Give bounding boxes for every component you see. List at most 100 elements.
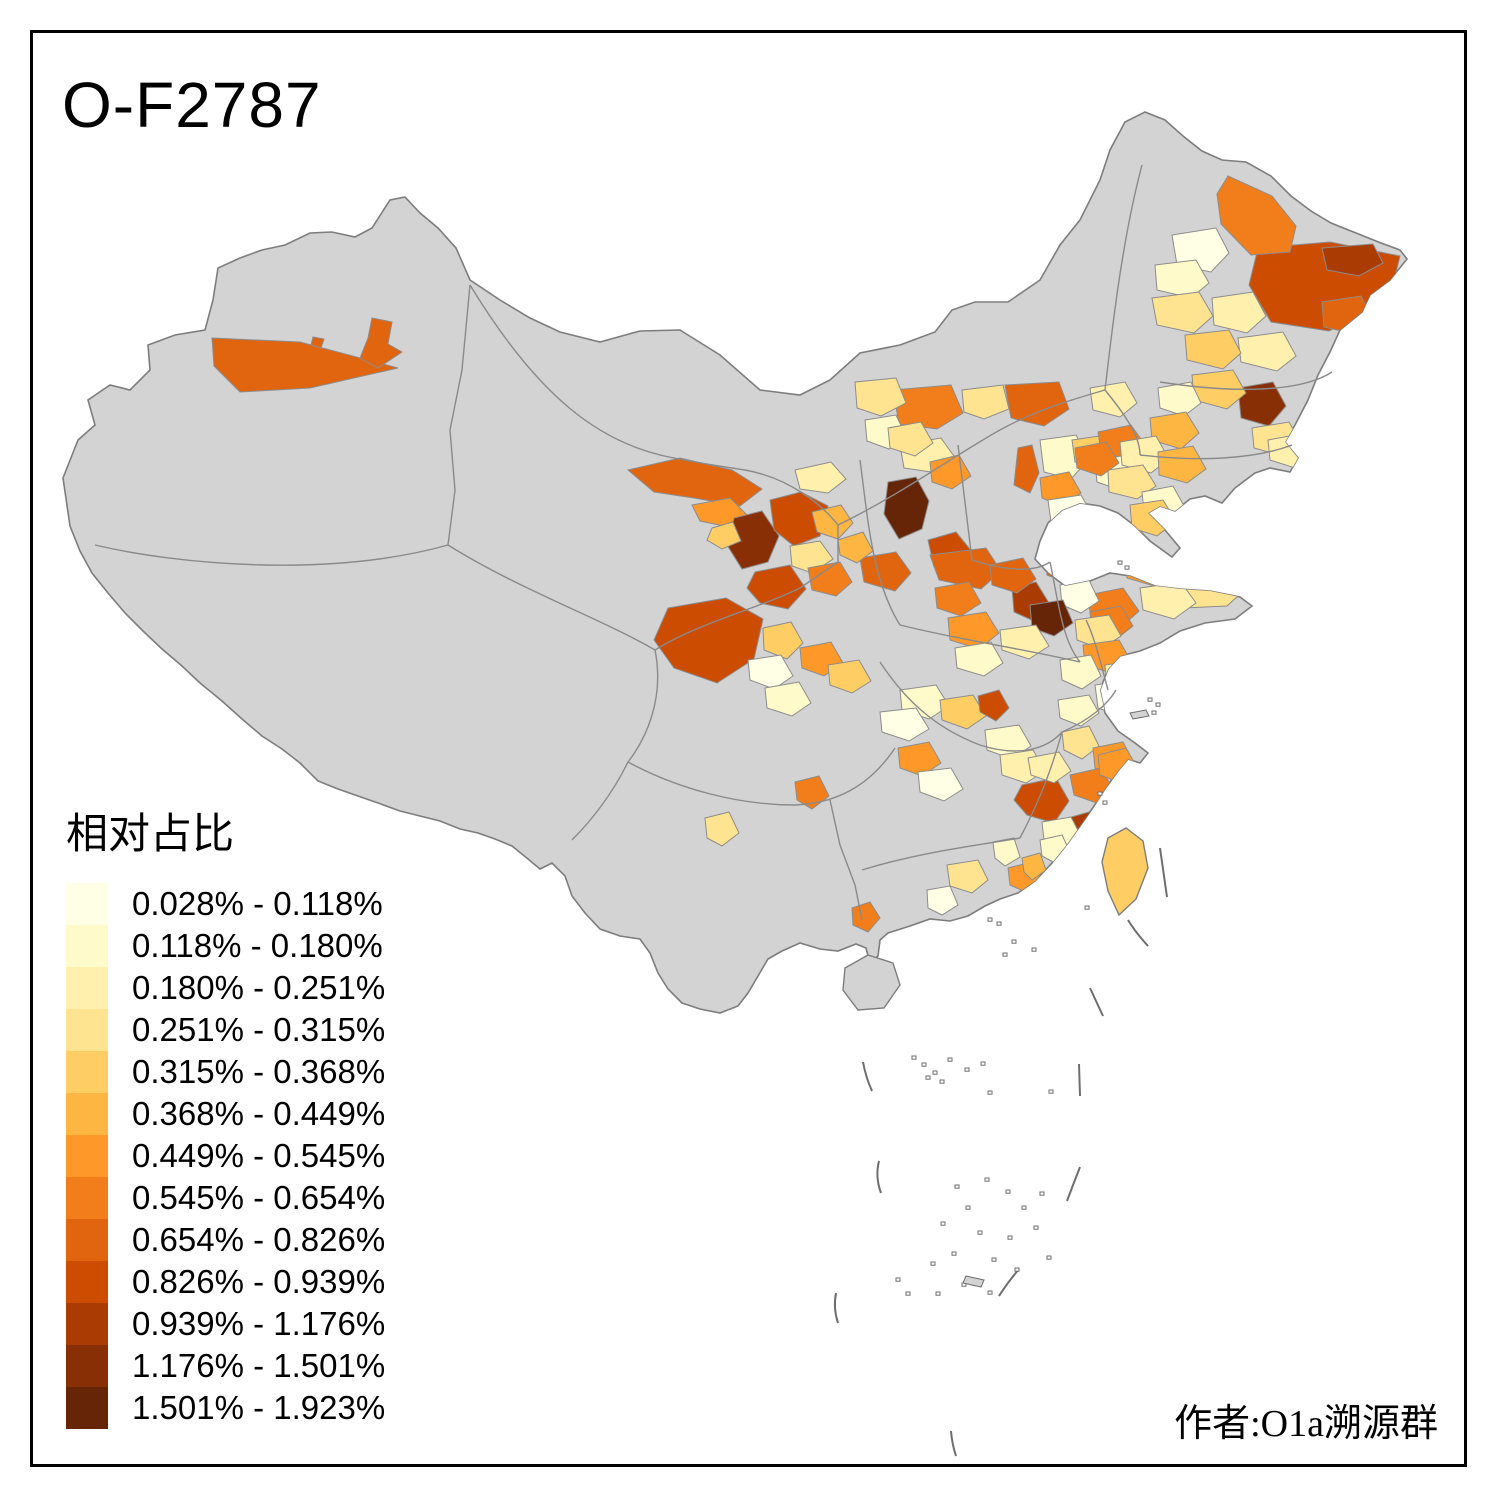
prefecture-region xyxy=(310,336,325,349)
small-island xyxy=(1014,1267,1020,1272)
small-island xyxy=(1007,1235,1013,1240)
prefecture-region xyxy=(626,457,763,507)
legend-swatch xyxy=(66,1009,108,1051)
small-island xyxy=(980,1061,986,1066)
province-border-line xyxy=(1104,389,1141,456)
province-border-line xyxy=(1159,371,1333,390)
legend-swatch xyxy=(66,1303,108,1345)
prefecture-region xyxy=(917,767,964,802)
province-border-line xyxy=(1139,444,1293,460)
legend-swatch xyxy=(66,1051,108,1093)
province-border-line xyxy=(1019,731,1063,839)
legend-row: 0.028% - 0.118% xyxy=(66,883,385,925)
sea-boundary-dash xyxy=(998,1268,1020,1297)
prefecture-region xyxy=(961,384,1010,420)
taiwan-island xyxy=(1101,827,1149,917)
small-island xyxy=(1005,1189,1011,1194)
small-island xyxy=(1046,1255,1052,1260)
province-border-line xyxy=(627,747,896,806)
legend-swatch xyxy=(66,1219,108,1261)
small-island xyxy=(947,1057,953,1062)
small-island xyxy=(1151,710,1157,715)
sea-boundary-dash xyxy=(1066,1166,1081,1202)
prefecture-region xyxy=(859,551,912,592)
prefecture-region xyxy=(939,694,987,730)
legend-row: 1.176% - 1.501% xyxy=(66,1345,385,1387)
legend-row: 0.826% - 0.939% xyxy=(66,1261,385,1303)
province-border-line xyxy=(447,284,471,546)
legend-class-label: 0.826% - 0.939% xyxy=(132,1263,386,1300)
prefecture-region xyxy=(1084,541,1124,577)
legend: 相对占比 0.028% - 0.118% 0.118% - 0.180% 0.180… xyxy=(66,800,385,1429)
small-island xyxy=(921,1062,927,1067)
legend-swatch xyxy=(66,1387,108,1429)
prefecture-region xyxy=(762,621,804,660)
small-island xyxy=(1039,1191,1045,1196)
legend-swatch xyxy=(66,883,108,925)
sea-boundary-dash xyxy=(1159,847,1168,898)
legend-class-label: 0.118% - 0.180% xyxy=(132,927,383,964)
small-island xyxy=(987,1090,993,1095)
legend-row: 0.654% - 0.826% xyxy=(66,1219,385,1261)
legend-class-label: 0.315% - 0.368% xyxy=(132,1053,386,1090)
legend-row: 0.368% - 0.449% xyxy=(66,1093,385,1135)
sea-boundary-dash xyxy=(833,1292,839,1324)
legend-row: 0.118% - 0.180% xyxy=(66,925,385,967)
legend-title: 相对占比 xyxy=(66,812,235,858)
hainan-island xyxy=(842,954,901,1011)
province-border-line xyxy=(899,624,1081,663)
legend-row: 0.251% - 0.315% xyxy=(66,1009,385,1051)
sea-boundary-dash xyxy=(862,1061,873,1092)
small-island xyxy=(932,1070,938,1075)
small-island xyxy=(964,1067,970,1072)
small-island xyxy=(905,1291,911,1296)
prefecture-region xyxy=(1074,441,1120,477)
small-island xyxy=(984,1177,990,1182)
prefecture-region xyxy=(934,581,982,617)
small-island xyxy=(939,1079,945,1084)
prefecture-region xyxy=(764,681,812,717)
legend-items: 0.028% - 0.118% 0.118% - 0.180% 0.180% - 0… xyxy=(66,883,385,1429)
prefecture-region xyxy=(746,564,807,610)
legend-class-label: 0.545% - 0.654% xyxy=(132,1179,386,1216)
small-island xyxy=(1124,565,1130,570)
legend-row: 0.449% - 0.545% xyxy=(66,1135,385,1177)
province-borders xyxy=(94,164,1333,921)
province-border-line xyxy=(957,444,973,561)
page-title: O-F2787 xyxy=(62,69,322,141)
legend-swatch xyxy=(66,1093,108,1135)
small-island xyxy=(1129,709,1150,720)
province-border-line xyxy=(447,544,656,651)
province-border-line xyxy=(94,544,449,566)
small-island xyxy=(951,1251,957,1256)
prefecture-region xyxy=(794,775,830,810)
province-border-line xyxy=(859,459,901,626)
small-island xyxy=(940,1221,946,1226)
small-island xyxy=(991,1257,997,1262)
legend-swatch xyxy=(66,967,108,1009)
small-island xyxy=(925,1075,931,1080)
legend-row: 0.939% - 1.176% xyxy=(66,1303,385,1345)
prefecture-region xyxy=(1211,291,1267,334)
small-island xyxy=(1033,1225,1039,1230)
small-island xyxy=(930,1261,936,1266)
legend-swatch xyxy=(66,925,108,967)
small-island xyxy=(1031,947,1037,952)
prefecture-region xyxy=(1154,259,1210,299)
prefecture-region xyxy=(1151,291,1214,334)
sea-boundary-dash xyxy=(1078,1063,1081,1097)
prefecture-region xyxy=(1027,751,1072,784)
province-border-line xyxy=(1085,619,1109,691)
prefecture-region xyxy=(926,885,959,916)
legend-class-label: 0.251% - 0.315% xyxy=(132,1011,386,1048)
small-island xyxy=(1011,939,1017,944)
prefecture-region xyxy=(992,837,1021,867)
province-border-line xyxy=(837,389,1106,526)
legend-class-label: 1.176% - 1.501% xyxy=(132,1347,386,1384)
small-island xyxy=(895,1277,901,1282)
prefecture-region xyxy=(1013,444,1040,494)
small-island xyxy=(1021,1205,1027,1210)
prefecture-region xyxy=(1321,243,1384,277)
legend-class-label: 0.939% - 1.176% xyxy=(132,1305,386,1342)
